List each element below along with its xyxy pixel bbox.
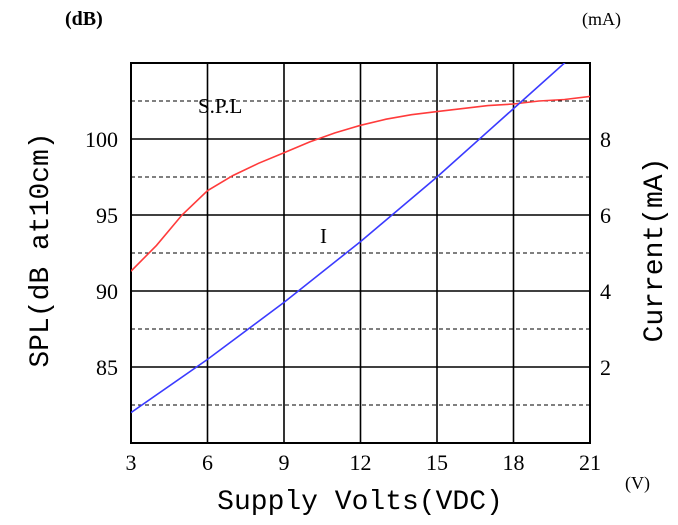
y-right-tick-label: 4 bbox=[600, 279, 611, 304]
y-unit-right: (mA) bbox=[582, 9, 621, 30]
x-unit: (V) bbox=[625, 473, 650, 494]
x-tick-label: 6 bbox=[202, 450, 213, 475]
x-tick-label: 21 bbox=[579, 450, 601, 475]
plot-frame bbox=[130, 62, 591, 444]
x-axis-label: Supply Volts(VDC) bbox=[217, 487, 503, 518]
y-axis-label-left: SPL(dB at10cm) bbox=[26, 132, 57, 367]
x-tick-label: 18 bbox=[503, 450, 525, 475]
series-line-1 bbox=[131, 63, 566, 414]
x-tick-label: 15 bbox=[426, 450, 448, 475]
y-left-tick-label: 100 bbox=[85, 127, 118, 152]
series-label-current: I bbox=[320, 224, 327, 248]
series-label-spl: S.P.L bbox=[198, 94, 242, 118]
x-tick-label: 3 bbox=[126, 450, 137, 475]
ticks-layer: 3 6 9 12 15 18 21 85 90 95 100 2 4 6 8 bbox=[85, 127, 611, 475]
y-right-tick-label: 6 bbox=[600, 203, 611, 228]
y-axis-label-right: Current(mA) bbox=[640, 158, 671, 343]
grid bbox=[131, 63, 590, 443]
y-right-tick-label: 2 bbox=[600, 355, 611, 380]
y-left-tick-label: 90 bbox=[96, 279, 118, 304]
y-unit-left: (dB) bbox=[65, 8, 103, 30]
y-left-tick-label: 95 bbox=[96, 203, 118, 228]
y-left-tick-label: 85 bbox=[96, 355, 118, 380]
series-layer bbox=[131, 63, 590, 414]
y-right-tick-label: 8 bbox=[600, 127, 611, 152]
x-tick-label: 12 bbox=[350, 450, 372, 475]
series-line-0 bbox=[131, 95, 590, 272]
x-tick-label: 9 bbox=[279, 450, 290, 475]
